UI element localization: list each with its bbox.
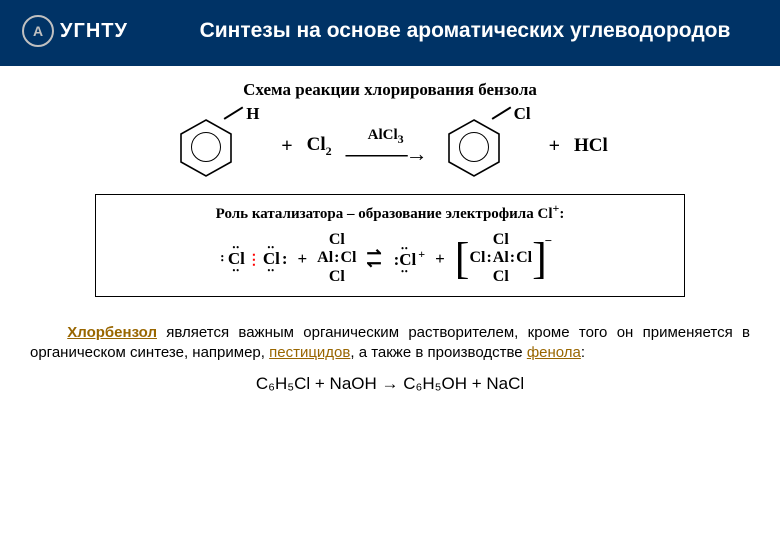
cl-atom: ••Cl•• <box>261 249 282 269</box>
cl-label: Cl <box>469 249 485 267</box>
cl2-lewis: ••••Cl••⋮••Cl••: <box>226 249 288 269</box>
logo-text: УГНТУ <box>60 20 128 43</box>
keyword-chlorobenzene: Хлорбензол <box>67 324 157 341</box>
header-bar: А УГНТУ Синтезы на основе ароматических … <box>0 0 780 62</box>
box-caption: Роль катализатора – образование электроф… <box>106 201 674 223</box>
logo-box: А УГНТУ <box>0 0 150 62</box>
arrow-icon: ———→ <box>346 143 426 165</box>
al-label: Al <box>493 249 509 267</box>
equilibrium-arrow-icon: ⇀↽ <box>367 249 382 269</box>
reagent-cl2: Cl2 <box>307 134 332 159</box>
plus-sign: + <box>297 249 307 269</box>
al-label: Al <box>317 249 333 267</box>
keyword-phenol: фенола <box>527 344 581 361</box>
cl-label: Cl <box>329 268 345 286</box>
product-hcl: HCl <box>574 135 608 157</box>
aromatic-circle-icon <box>191 132 221 162</box>
mechanism-equation: ••••Cl••⋮••Cl••: + Cl Al:Cl Cl ⇀↽ ••:Cl•… <box>106 231 674 286</box>
substituent-h: H <box>246 104 259 124</box>
cl-label: Cl <box>329 231 345 249</box>
content-area: Схема реакции хлорирования бензола H + C… <box>0 66 780 394</box>
benzene-product: Cl <box>440 108 535 184</box>
cl-label: Cl <box>493 231 509 249</box>
reaction-arrow: AlCl3 ———→ <box>346 128 426 165</box>
bond-break-icon: ⋮ <box>247 253 261 268</box>
final-equation: C₆H₅Cl + NaOH → C₆H₅OH + NaCl <box>30 374 750 394</box>
charge-minus: − <box>545 233 552 249</box>
para-text-3: : <box>581 344 585 361</box>
lone-pair-icon: •• <box>268 266 276 275</box>
plus-sign: + <box>435 249 445 269</box>
cl-label: Cl <box>516 249 532 267</box>
caption-species: Cl <box>537 206 552 222</box>
cl2-sub: 2 <box>326 143 332 157</box>
bond-line <box>224 106 243 119</box>
cl-label: Cl <box>341 249 357 267</box>
lone-pair-icon: •• <box>233 243 241 252</box>
alcl4-anion: [ Cl Cl:Al:Cl Cl ] − <box>455 231 554 286</box>
aromatic-circle-icon <box>459 132 489 162</box>
plus-sign: + <box>549 135 560 158</box>
lone-pair-icon: •• <box>233 266 241 275</box>
plus-sign: + <box>281 135 292 158</box>
cl-label: Cl <box>493 268 509 286</box>
logo-letter: А <box>33 23 43 39</box>
benzene-reactant: H <box>172 108 267 184</box>
keyword-pesticides: пестицидов <box>269 344 350 361</box>
lone-pair-icon: •• <box>401 244 409 253</box>
cl2-label: Cl <box>307 134 326 155</box>
logo-icon: А <box>22 15 54 47</box>
scheme-title: Схема реакции хлорирования бензола <box>30 80 750 100</box>
cl-cation: ••:Cl••+ <box>392 247 426 270</box>
description-paragraph: Хлорбензол является важным органическим … <box>30 323 750 364</box>
lone-pair-icon: •• <box>221 255 224 263</box>
mechanism-box: Роль катализатора – образование электроф… <box>95 194 685 297</box>
caption-text: Роль катализатора – образование электроф… <box>216 206 538 222</box>
alcl3-complex: Cl Al:Cl Cl <box>317 231 356 286</box>
lone-pair-icon: •• <box>268 243 276 252</box>
substituent-cl: Cl <box>514 104 531 124</box>
para-text-2: , а также в производстве <box>350 344 526 361</box>
bracket-left-icon: [ <box>455 237 470 281</box>
bond-line <box>491 106 510 119</box>
cl-atom: ••••Cl•• <box>226 249 247 269</box>
page-title: Синтезы на основе ароматических углеводо… <box>200 18 731 44</box>
lone-pair-icon: •• <box>401 267 409 276</box>
charge-plus: + <box>418 247 425 261</box>
title-box: Синтезы на основе ароматических углеводо… <box>150 0 780 62</box>
reaction-scheme: H + Cl2 AlCl3 ———→ Cl + HCl <box>30 108 750 184</box>
caption-charge: + <box>552 201 559 215</box>
